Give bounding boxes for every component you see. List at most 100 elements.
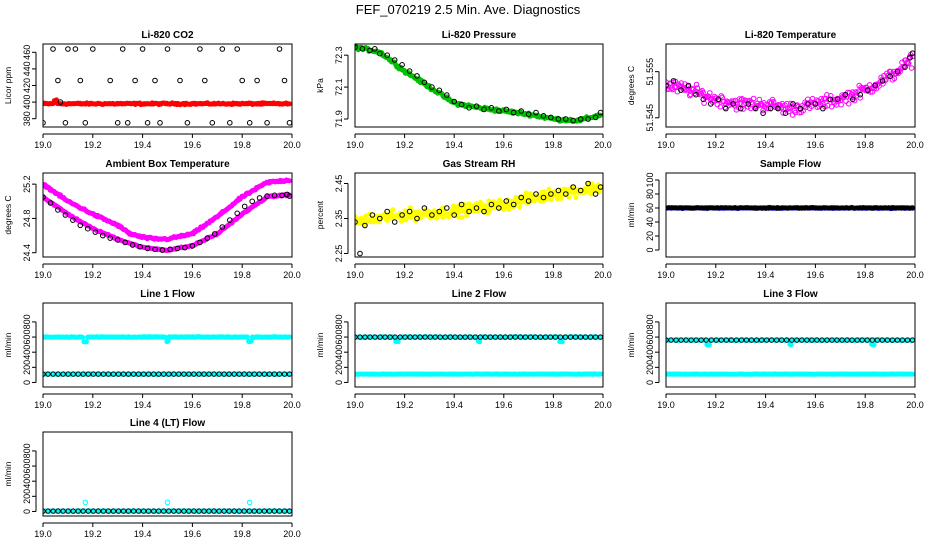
data-point [197,46,203,52]
y-tick-label: 24.8 [22,210,32,228]
plot-frame [354,302,604,388]
data-point [219,224,226,230]
data-point [387,334,393,340]
data-point [120,371,127,377]
data-point [65,46,71,52]
data-point [889,337,896,343]
data-point [114,237,121,243]
data-point [790,101,796,107]
data-point [135,508,142,514]
plot-area [355,334,603,377]
series-cyan [43,334,292,345]
data-point [458,101,465,108]
panel-title: Line 1 Flow [140,289,195,300]
data-point [399,62,405,68]
data-point [359,46,366,52]
x-tick-label: 20.0 [906,270,924,280]
y-tick-label: 51.545 [645,104,655,132]
data-point [221,371,227,377]
data-point [90,371,97,377]
data-point [406,68,413,74]
x-tick-label: 19.2 [396,400,414,410]
data-point [447,334,453,340]
data-point [542,334,549,340]
data-point [119,46,126,52]
data-point [558,196,564,201]
data-point [151,371,157,377]
series-black [355,334,603,340]
series-black [43,46,292,126]
data-point [748,337,755,343]
data-point [693,91,699,98]
y-tick-label: 400 [334,345,344,360]
data-point [859,337,865,343]
data-point [598,371,603,377]
data-point [204,235,211,241]
data-point [466,105,472,111]
x-tick-label: 19.0 [346,400,364,410]
data-point [444,92,450,98]
data-point [592,114,599,121]
data-point [105,508,112,514]
x-tick-label: 19.4 [757,140,775,150]
data-point [825,102,831,109]
plot-area [666,50,915,118]
data-point [507,334,513,340]
data-point [159,247,166,253]
x-tick-label: 20.0 [594,270,612,280]
data-point [256,508,262,514]
data-point [110,508,117,514]
data-point [473,103,480,109]
series-black [43,508,292,514]
data-point [216,371,222,377]
data-point [673,337,679,343]
data-point [685,82,692,89]
data-point [779,337,785,343]
data-point [512,334,518,340]
data-point [161,508,167,514]
data-point [563,191,569,197]
data-point [414,73,420,79]
data-point [130,371,137,377]
data-point [752,105,759,112]
data-point [764,105,770,112]
x-tick-label: 19.8 [545,140,563,150]
y-axis-label: degrees C [3,195,13,234]
data-point [197,239,203,246]
x-tick-label: 19.6 [184,140,202,150]
data-point [184,120,191,126]
data-point [451,212,458,218]
data-point [525,111,532,117]
data-point [874,337,880,343]
data-point [666,337,669,343]
data-point [582,334,589,340]
data-point [65,371,71,377]
x-tick-label: 19.8 [856,140,874,150]
plot-frame [42,302,293,388]
data-point [206,508,212,514]
y-tick-label: 440 [22,61,32,76]
x-tick-label: 19.2 [707,270,725,280]
data-point [164,46,171,52]
data-point [784,337,790,343]
data-point [559,339,565,345]
y-tick-label: 0 [645,380,655,385]
chart-panel-sample_flow: Sample Flow 19.0 19.2 19.4 19.6 19.8 20.0 0 20 40… [626,159,924,280]
series-magenta [43,177,292,243]
figure-title: FEF_070219 2.5 Min. Ave. Diagnostics [356,2,581,17]
data-point [767,105,774,112]
data-point [555,187,562,194]
y-tick-label: 200 [334,360,344,375]
data-point [254,77,260,84]
data-point [834,337,840,343]
data-point [758,337,765,343]
y-axis-label: ml/min [315,332,325,357]
data-point [854,337,860,343]
data-point [864,337,870,343]
plot-frame [354,43,604,128]
data-point [246,371,253,377]
data-point [442,334,448,340]
y-tick-label: 0 [645,247,655,252]
x-tick-label: 19.4 [445,270,463,280]
chart-panel-temperature: Li-820 Temperature 19.0 19.2 19.4 19.6 19.8 20… [626,30,924,150]
